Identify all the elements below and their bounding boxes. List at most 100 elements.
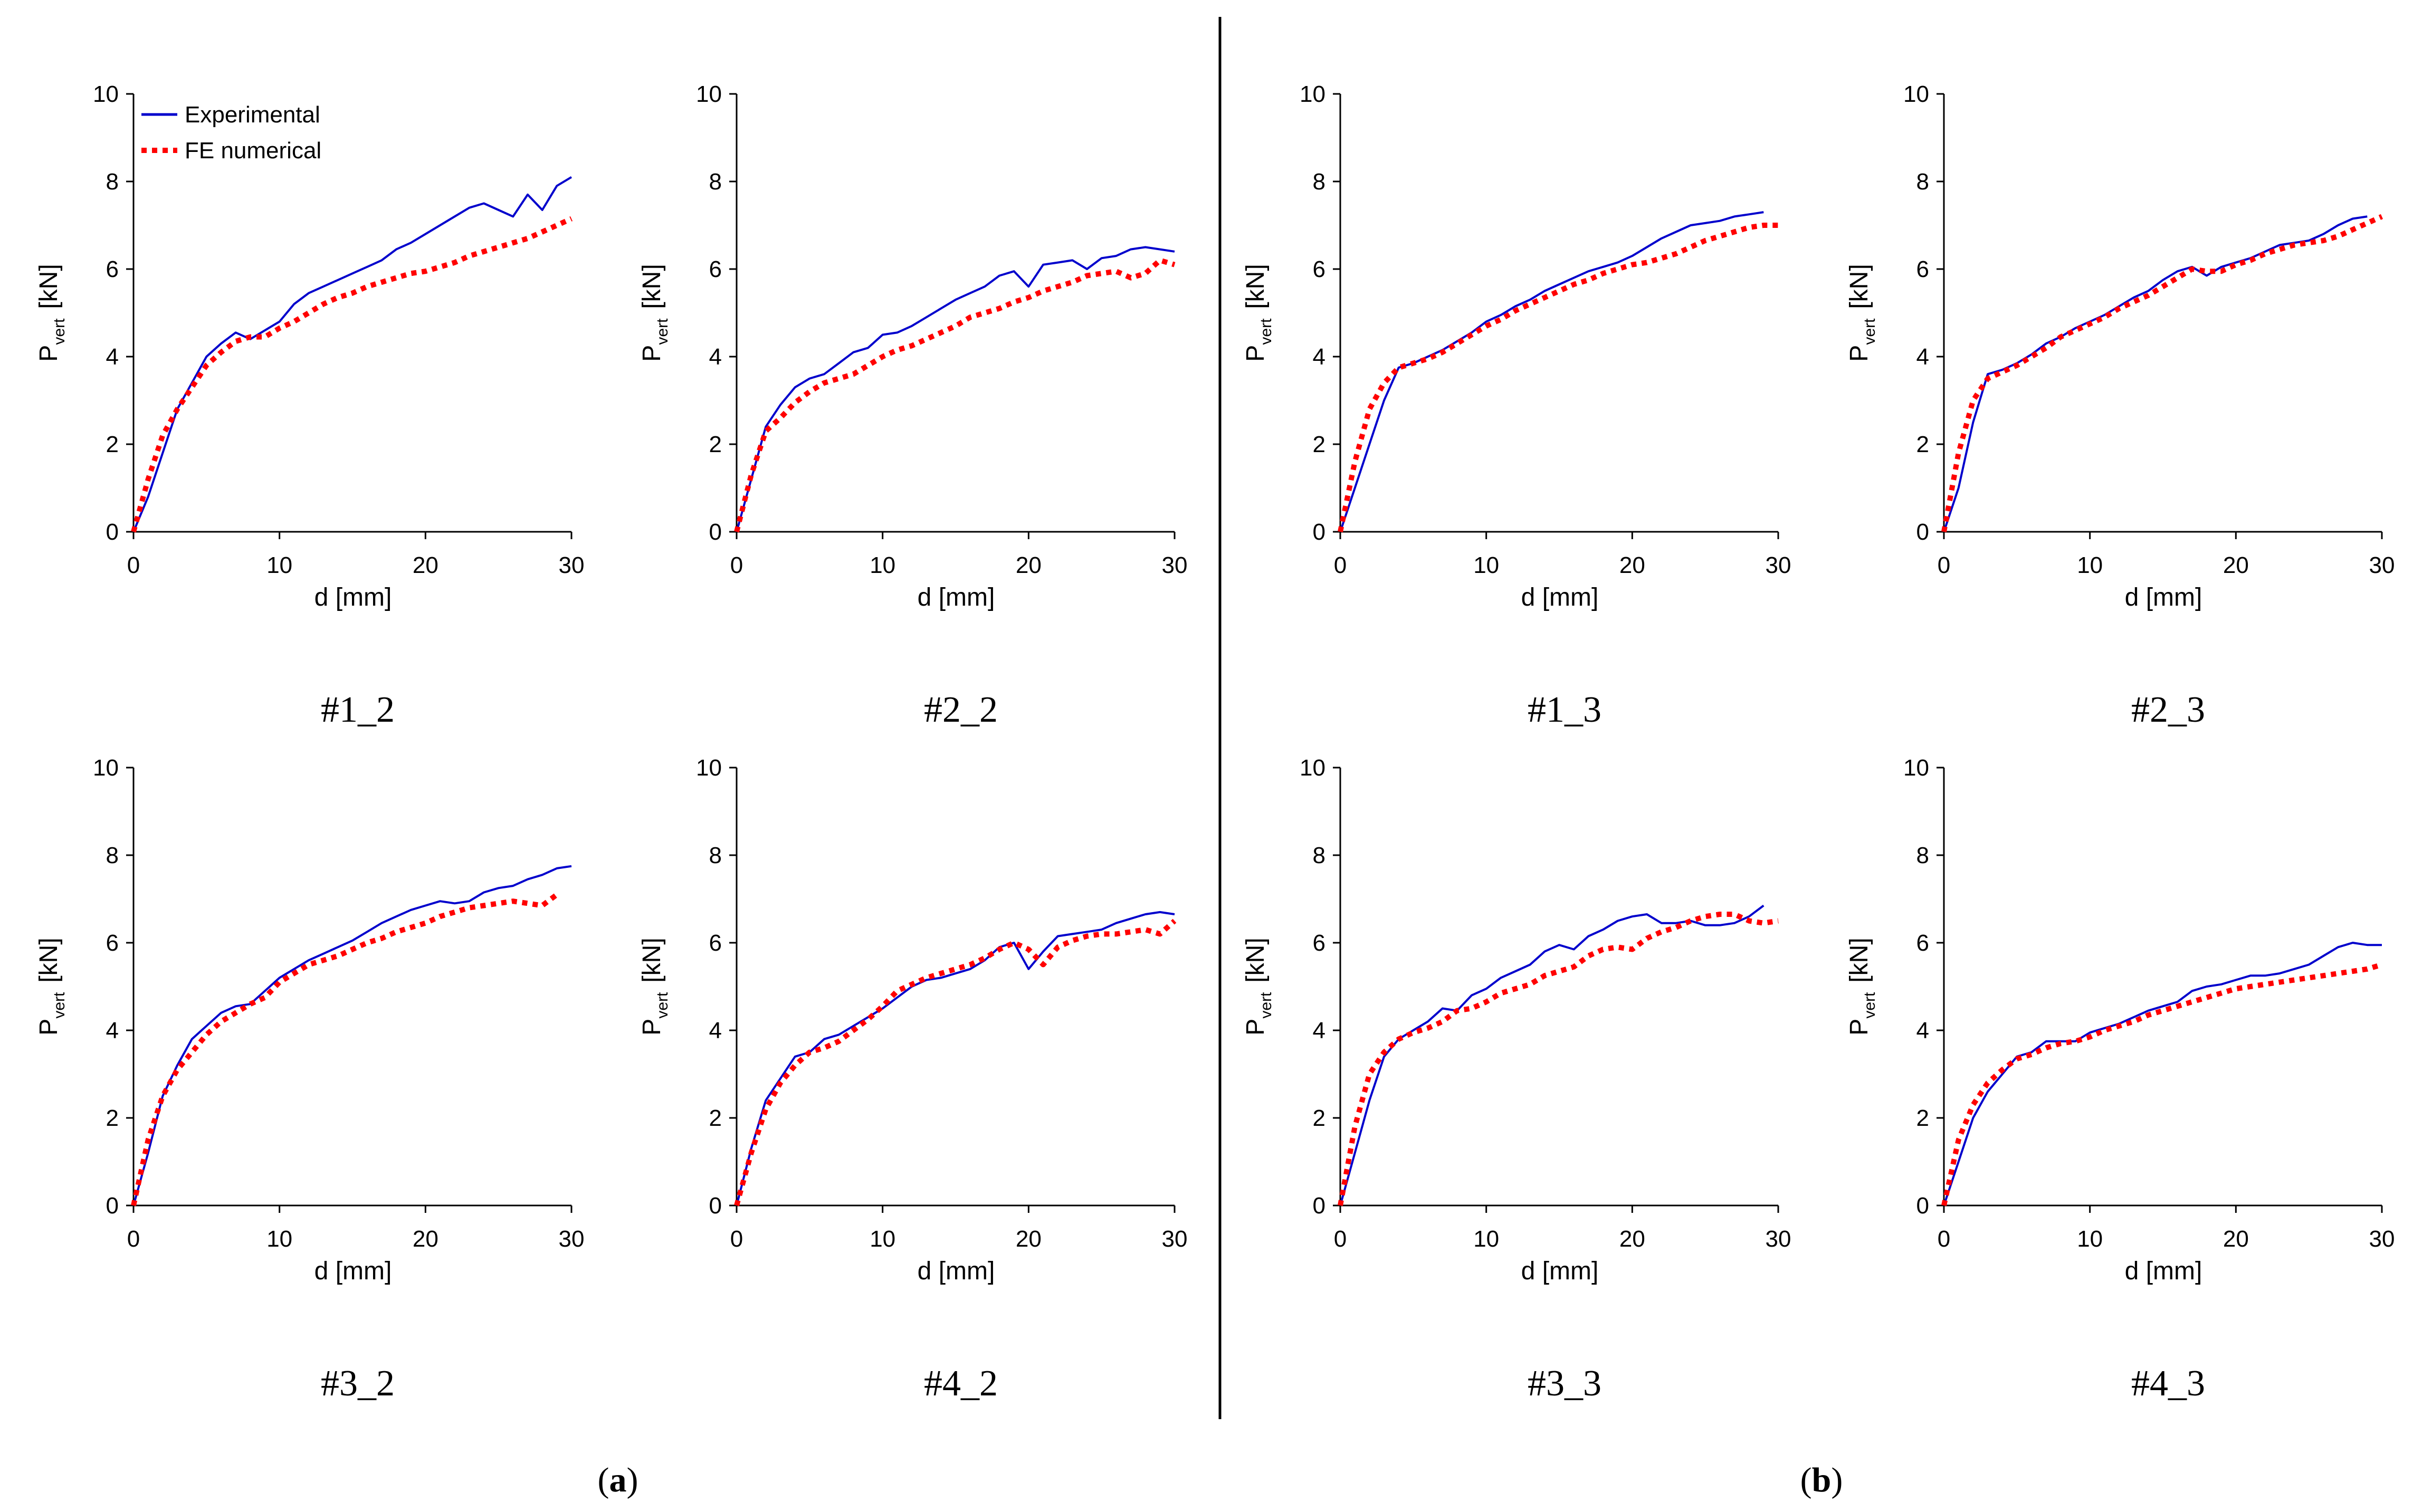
x-axis-label: d [mm] — [918, 583, 995, 611]
x-tick-label: 0 — [730, 552, 743, 578]
series-line-experimental — [1339, 904, 1765, 1206]
y-tick-label: 4 — [1916, 1018, 1929, 1044]
y-tick-label: 0 — [1916, 519, 1929, 545]
x-tick-label: 0 — [1334, 552, 1347, 578]
x-tick-label: 30 — [2369, 552, 2395, 578]
series-line-numerical — [734, 918, 1177, 1207]
series-line-experimental — [132, 176, 573, 532]
panel-caption: #3_3 — [1528, 1363, 1601, 1404]
x-tick-label: 10 — [2077, 1226, 2103, 1252]
x-tick-label: 0 — [127, 1226, 140, 1252]
x-tick-label: 10 — [266, 552, 292, 578]
series-line-experimental — [1339, 211, 1764, 532]
x-tick-label: 30 — [559, 552, 585, 578]
y-tick-label: 0 — [1313, 1193, 1325, 1219]
y-axis-label: Pvert[kN] — [1845, 937, 1878, 1035]
y-tick-label: 0 — [1916, 1193, 1929, 1219]
legend-label-numerical: FE numerical — [185, 138, 321, 164]
y-tick-label: 4 — [709, 1018, 722, 1044]
x-tick-label: 10 — [870, 1226, 895, 1252]
x-tick-label: 0 — [127, 552, 140, 578]
x-axis-label: d [mm] — [1521, 1257, 1599, 1285]
x-tick-label: 10 — [870, 552, 895, 578]
y-tick-label: 10 — [696, 81, 722, 107]
y-tick-label: 2 — [709, 1105, 722, 1131]
y-tick-label: 6 — [106, 256, 119, 282]
x-axis-label: d [mm] — [2125, 1257, 2202, 1285]
y-tick-label: 2 — [1313, 1105, 1325, 1131]
panel-caption: #2_2 — [924, 690, 998, 730]
series-line-experimental — [1943, 942, 2382, 1206]
chart-panel: 0 2 4 6 8 10 0 10 20 30 d [mm] Pvert[kN] #2_3 — [1845, 81, 2395, 730]
y-tick-label: 8 — [709, 169, 722, 195]
y-tick-label: 2 — [1916, 432, 1929, 457]
y-tick-label: 8 — [106, 843, 119, 868]
y-axis-label: Pvert[kN] — [1845, 264, 1878, 361]
y-tick-label: 0 — [106, 519, 119, 545]
x-tick-label: 30 — [1162, 1226, 1188, 1252]
y-tick-label: 8 — [1313, 169, 1325, 195]
series-line-numerical — [131, 892, 559, 1207]
group-label-a: (a) — [598, 1461, 638, 1499]
y-tick-label: 4 — [106, 1018, 119, 1044]
group-label-b: (b) — [1800, 1461, 1843, 1499]
panel-caption: #1_3 — [1528, 690, 1601, 730]
series-line-experimental — [736, 246, 1175, 532]
series-line-numerical — [1941, 214, 2383, 532]
x-tick-label: 20 — [413, 552, 438, 578]
y-tick-label: 10 — [1300, 81, 1325, 107]
y-tick-label: 10 — [1300, 755, 1325, 781]
legend-label-experimental: Experimental — [185, 102, 320, 128]
y-tick-label: 6 — [1313, 256, 1325, 282]
y-tick-label: 8 — [106, 169, 119, 195]
y-tick-label: 6 — [709, 930, 722, 956]
x-axis-label: d [mm] — [314, 583, 392, 611]
y-axis-label: Pvert[kN] — [35, 264, 68, 361]
x-axis-label: d [mm] — [314, 1257, 392, 1285]
x-tick-label: 10 — [266, 1226, 292, 1252]
x-tick-label: 20 — [1619, 1226, 1645, 1252]
y-tick-label: 8 — [1916, 169, 1929, 195]
y-tick-label: 2 — [709, 432, 722, 457]
y-tick-label: 0 — [709, 1193, 722, 1219]
x-tick-label: 20 — [1016, 1226, 1042, 1252]
x-axis-label: d [mm] — [918, 1257, 995, 1285]
series-line-numerical — [1941, 962, 2383, 1207]
x-tick-label: 20 — [1619, 552, 1645, 578]
x-axis-label: d [mm] — [1521, 583, 1599, 611]
chart-panel: 0 2 4 6 8 10 0 10 20 30 d [mm] Pvert[kN] #3_2 — [35, 755, 584, 1404]
y-tick-label: 2 — [106, 1105, 119, 1131]
x-tick-label: 30 — [1766, 552, 1791, 578]
series-line-numerical — [734, 257, 1176, 533]
legend: Experimental FE numerical — [141, 102, 321, 164]
y-axis-label: Pvert[kN] — [638, 937, 671, 1035]
x-tick-label: 10 — [1473, 552, 1499, 578]
x-tick-label: 0 — [1334, 1226, 1347, 1252]
x-tick-label: 0 — [730, 1226, 743, 1252]
y-tick-label: 10 — [696, 755, 722, 781]
x-axis-label: d [mm] — [2125, 583, 2202, 611]
y-tick-label: 2 — [1313, 432, 1325, 457]
x-tick-label: 0 — [1938, 1226, 1950, 1252]
chart-panel: 0 2 4 6 8 10 0 10 20 30 d [mm] Pvert[kN] #1_3 — [1242, 81, 1791, 730]
x-tick-label: 20 — [2223, 552, 2249, 578]
x-tick-label: 30 — [1162, 552, 1188, 578]
y-tick-label: 4 — [709, 344, 722, 370]
y-tick-label: 0 — [1313, 519, 1325, 545]
x-tick-label: 20 — [2223, 1226, 2249, 1252]
x-tick-label: 20 — [413, 1226, 438, 1252]
chart-panel: 0 2 4 6 8 10 0 10 20 30 d [mm] Pvert[kN] #2_2 — [638, 81, 1187, 730]
y-axis-label: Pvert[kN] — [1242, 937, 1275, 1035]
x-tick-label: 30 — [2369, 1226, 2395, 1252]
y-tick-label: 2 — [106, 432, 119, 457]
chart-panel: 0 2 4 6 8 10 0 10 20 30 d [mm] Pvert[kN] #1_2 — [35, 81, 584, 730]
y-axis-label: Pvert[kN] — [1242, 264, 1275, 361]
panel-caption: #2_3 — [2131, 690, 2205, 730]
chart-panel: 0 2 4 6 8 10 0 10 20 30 d [mm] Pvert[kN] #4_3 — [1845, 755, 2395, 1404]
y-tick-label: 8 — [709, 843, 722, 868]
y-tick-label: 8 — [1916, 843, 1929, 868]
panel-caption: #1_2 — [321, 690, 395, 730]
y-tick-label: 6 — [709, 256, 722, 282]
